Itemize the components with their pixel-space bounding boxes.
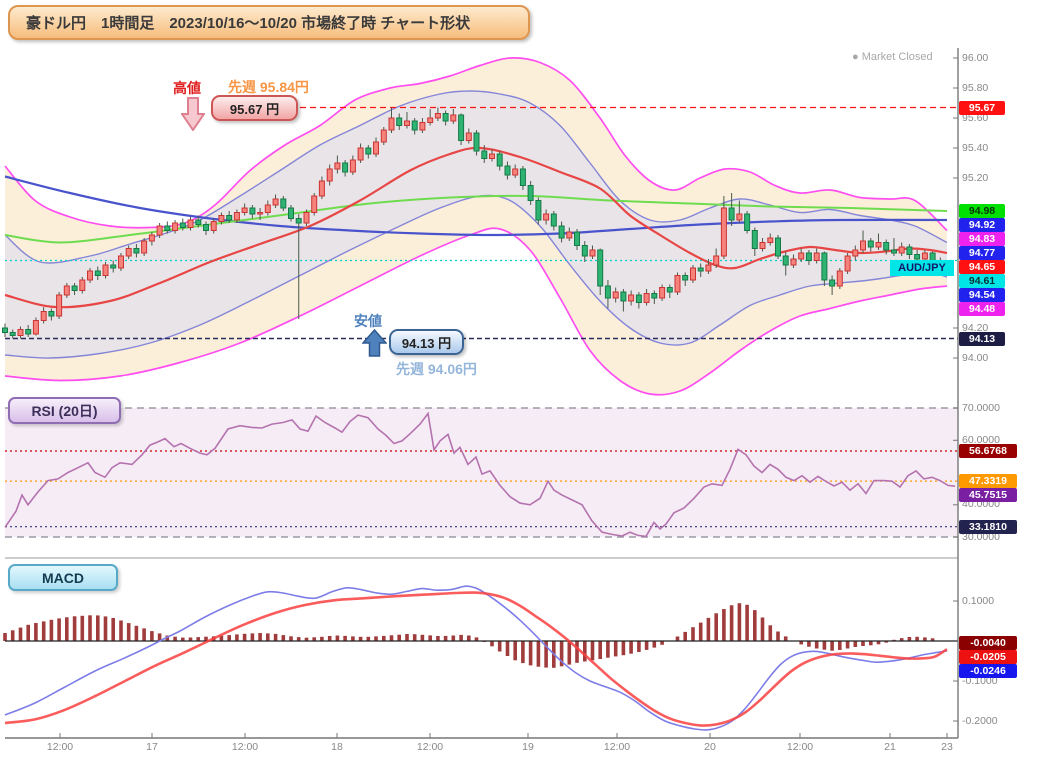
- x-axis-label: 18: [331, 741, 343, 753]
- price-badge: 56.6768: [959, 443, 1017, 458]
- bollinger-bands: [4, 57, 948, 396]
- y-axis-tick-label: 95.20: [962, 171, 989, 184]
- x-axis-label: 20: [704, 741, 716, 753]
- candlesticks: [2, 107, 944, 339]
- price-badge: 94.83: [959, 232, 1005, 246]
- chart-title: 豪ドル円 1時間足 2023/10/16～10/20 市場終了時 チャート形状: [26, 15, 471, 32]
- price-badge: 47.3319: [959, 474, 1017, 489]
- high-price-value: 95.67 円: [229, 101, 280, 117]
- x-axis-label: 19: [522, 741, 534, 753]
- high-lastweek-label: 先週 95.84円: [228, 79, 309, 95]
- price-badge: -0.0205: [959, 649, 1017, 664]
- price-badge: 94.61: [959, 274, 1005, 288]
- price-badge: -0.0246: [959, 663, 1017, 678]
- low-price-value: 94.13 円: [401, 335, 452, 351]
- macd-panel: [3, 557, 958, 731]
- price-badge: 94.77: [959, 246, 1005, 260]
- rsi-panel-label: RSI (20日): [8, 397, 121, 424]
- x-axis-label: 12:00: [603, 741, 631, 753]
- x-axis-label: 23: [941, 741, 953, 753]
- y-axis-tick-label: 95.80: [962, 81, 989, 94]
- reference-lines: [5, 106, 958, 340]
- market-status: ● Market Closed: [852, 51, 933, 63]
- y-axis-tick-label: 95.60: [962, 111, 989, 124]
- x-axis-label: 17: [146, 741, 158, 753]
- chart-title-banner: 豪ドル円 1時間足 2023/10/16～10/20 市場終了時 チャート形状: [8, 5, 530, 40]
- x-axis-label: 12:00: [416, 741, 444, 753]
- macd-panel-label: MACD: [8, 564, 118, 591]
- high-price-badge: 95.67 円: [211, 95, 298, 121]
- price-badge: 94.92: [959, 218, 1005, 232]
- price-badge: 94.65: [959, 260, 1005, 274]
- price-badge: 45.7515: [959, 488, 1017, 503]
- price-badge: 94.48: [959, 302, 1005, 316]
- x-axis-label: 12:00: [231, 741, 259, 753]
- axes: [5, 48, 959, 739]
- y-axis-tick-label: 96.00: [962, 51, 989, 64]
- y-axis-tick-label: 95.40: [962, 141, 989, 154]
- y-axis-tick-label: 70.0000: [962, 401, 1000, 414]
- x-axis-label: 12:00: [46, 741, 74, 753]
- price-badge: 95.67: [959, 100, 1005, 115]
- instrument-tag: AUD/JPY: [890, 260, 954, 276]
- price-badge: 94.13: [959, 331, 1005, 346]
- y-axis-tick-label: 94.20: [962, 321, 989, 334]
- x-axis-label: 12:00: [786, 741, 814, 753]
- macd-label-text: MACD: [42, 569, 84, 586]
- price-badge: 94.54: [959, 288, 1005, 302]
- price-badge: 94.98: [959, 204, 1005, 218]
- y-axis-tick-label: -0.2000: [962, 714, 998, 727]
- low-price-badge: 94.13 円: [389, 329, 464, 355]
- y-axis-tick-label: 0.1000: [962, 594, 995, 607]
- x-axis-label: 21: [884, 741, 896, 753]
- low-label: 安値: [354, 313, 382, 329]
- high-label: 高値: [173, 80, 201, 96]
- price-badge: 33.1810: [959, 519, 1017, 534]
- price-badge: -0.0040: [959, 635, 1017, 650]
- low-lastweek-label: 先週 94.06円: [396, 361, 477, 377]
- y-axis-tick-label: 94.00: [962, 351, 989, 364]
- rsi-panel: [4, 407, 958, 538]
- y-axis-tick-label: 60.0000: [962, 433, 1000, 446]
- rsi-label-text: RSI (20日): [31, 402, 98, 419]
- moving-averages: [4, 146, 948, 309]
